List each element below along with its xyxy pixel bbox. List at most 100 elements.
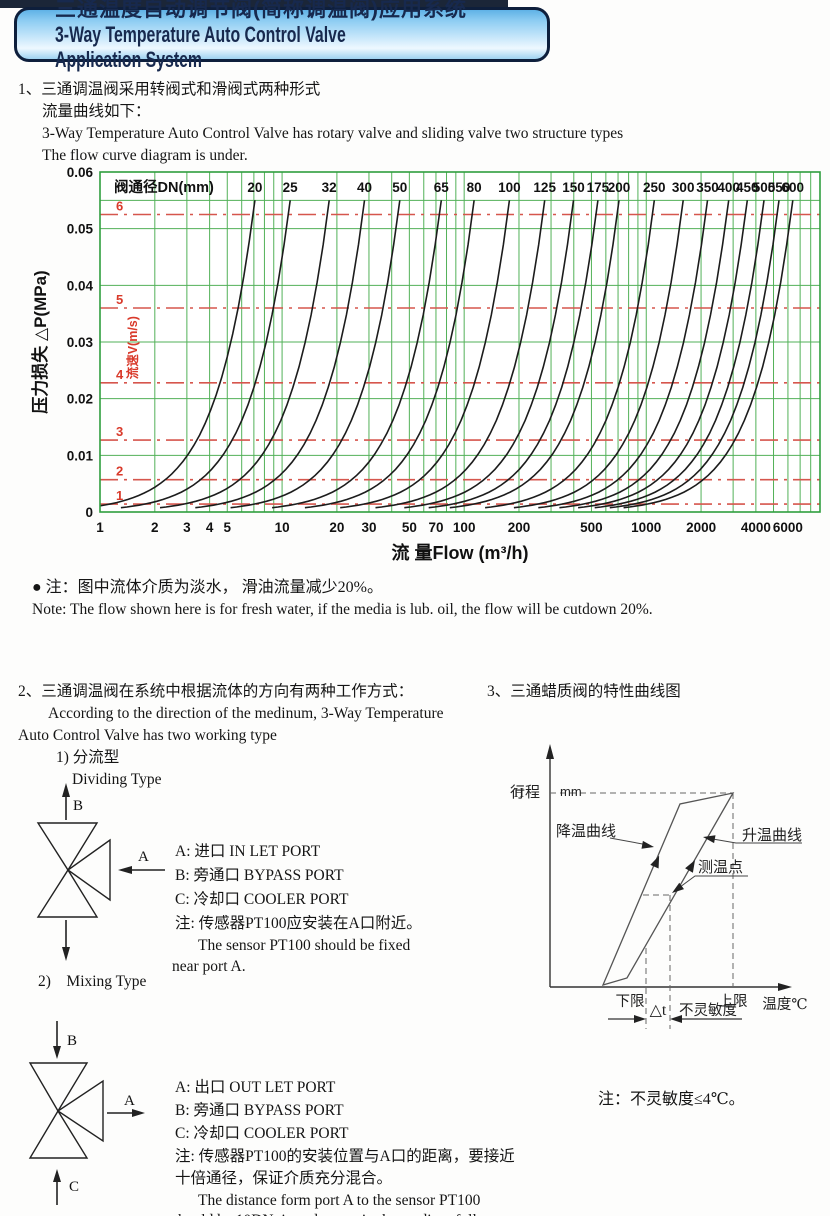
title-banner: 三通温度自动调节阀(简称调温阀)应用系统 3-Way Temperature A… xyxy=(14,0,550,72)
section2-line1: 2、三通调温阀在系统中根据流体的方向有两种工作方式： xyxy=(18,683,414,700)
dn-flow-curves xyxy=(99,200,794,509)
dn-label-300: 300 xyxy=(672,180,695,195)
dn-label-20: 20 xyxy=(247,180,262,195)
dn-label-50: 50 xyxy=(392,180,407,195)
temp-axis-label: 温度℃ xyxy=(762,996,807,1013)
dn-curve-25 xyxy=(120,200,291,509)
port-label-c: C xyxy=(69,1179,79,1195)
inlet-arrowhead xyxy=(118,866,132,874)
dn-curve-450 xyxy=(578,200,749,509)
mixing-legend-note2: 十倍通径，保证介质充分混合。 xyxy=(175,1170,393,1187)
top-accent-bar xyxy=(0,0,508,8)
axis-tick-labels: 1 2 3 4 5 10 20 30 50 70 100 200 500 1000 2000 4000 6000… xyxy=(67,165,803,535)
delta-t-arrowheads xyxy=(634,1015,682,1023)
insensitivity-label: 不灵敏度 xyxy=(679,1002,737,1019)
dividing-legend-en2: near port A. xyxy=(172,958,246,975)
leader-arrowheads xyxy=(641,835,716,893)
dividing-valve-diagram: B A xyxy=(36,783,165,961)
section2-line3: Auto Control Valve has two working type xyxy=(18,727,277,744)
dn-curve-65 xyxy=(272,200,443,509)
y-tick: 0.05 xyxy=(67,222,94,237)
dn-curve-200 xyxy=(449,200,620,509)
dn-curve-150 xyxy=(404,200,575,509)
x-tick: 20 xyxy=(329,520,344,535)
velocity-value-label: 1 xyxy=(116,488,123,503)
y-tick: 0 xyxy=(85,505,93,520)
dn-band-title: 阀通径DN(mm) xyxy=(114,178,214,196)
x-tick: 2 xyxy=(151,520,159,535)
delta-t-label: △t xyxy=(650,1002,667,1019)
page-title-chinese: 三通温度自动调节阀(简称调温阀)应用系统 xyxy=(55,0,467,21)
arrowheads xyxy=(62,783,132,961)
port-label-a: A xyxy=(138,849,149,865)
h-mark: H xyxy=(514,786,524,801)
leader-lines xyxy=(609,837,802,891)
dn-label-25: 25 xyxy=(283,180,299,195)
x-tick: 4 xyxy=(206,520,214,535)
y-tick: 0.03 xyxy=(67,335,94,350)
chart-note-en: Note: The flow shown here is for fresh w… xyxy=(32,601,653,618)
valve-body xyxy=(36,822,111,918)
dn-label-40: 40 xyxy=(357,180,372,195)
hysteresis-loop xyxy=(601,792,735,987)
dn-curve-175 xyxy=(428,200,599,509)
dn-curve-400 xyxy=(559,200,730,509)
section1-line1: 1、三通调温阀采用转阀式和滑阀式两种形式 xyxy=(18,81,321,98)
section2-sub1: 1) 分流型 xyxy=(56,749,120,766)
dividing-legend-a: A: 进口 IN LET PORT xyxy=(175,843,321,860)
arrowheads xyxy=(53,1046,145,1182)
dn-curve-80 xyxy=(304,200,475,509)
port-label-b: B xyxy=(73,798,83,814)
axis-arrowheads xyxy=(546,744,792,991)
cooler-in-arrowhead xyxy=(53,1169,61,1182)
section1-line2: 流量曲线如下： xyxy=(42,103,151,120)
dn-label-32: 32 xyxy=(322,180,337,195)
valve-body xyxy=(28,1062,104,1159)
velocity-value-label: 3 xyxy=(116,424,123,439)
section2-sub2: 2) Mixing Type xyxy=(38,973,147,990)
velocity-value-label: 4 xyxy=(116,367,124,382)
mixing-legend-en1: The distance form port A to the sensor P… xyxy=(175,1192,481,1209)
mixing-legend-a: A: 出口 OUT LET PORT xyxy=(175,1079,336,1096)
port-label-a: A xyxy=(124,1093,135,1109)
x-tick: 30 xyxy=(361,520,376,535)
dn-label-450: 450 xyxy=(736,180,759,195)
stroke-axis-label: 行程 xyxy=(510,784,540,801)
x-tick: 500 xyxy=(580,520,603,535)
dn-label-600: 600 xyxy=(782,180,805,195)
x-tick: 1 xyxy=(96,520,104,535)
mixing-valve-diagram: B A C xyxy=(28,1021,145,1205)
heating-curve-label: 升温曲线 xyxy=(742,827,802,844)
dn-curve-300 xyxy=(513,200,684,509)
stroke-axis-unit: mm xyxy=(560,784,582,799)
mixing-legend-c: C: 冷却口 COOLER PORT xyxy=(175,1125,349,1142)
dn-label-250: 250 xyxy=(643,180,666,195)
bypass-in-arrowhead xyxy=(53,1046,61,1059)
dn-curve-250 xyxy=(485,200,656,509)
dividing-legend-en1: The sensor PT100 should be fixed xyxy=(175,937,411,954)
x-tick: 100 xyxy=(453,520,476,535)
section1-line4: The flow curve diagram is under. xyxy=(42,147,248,164)
dn-curve-125 xyxy=(375,200,546,509)
dn-curve-500 xyxy=(594,200,765,509)
upper-limit-label: 上限 xyxy=(719,993,748,1010)
section2-sub1-en: Dividing Type xyxy=(72,771,162,788)
dn-label-100: 100 xyxy=(498,180,521,195)
velocity-axis-label: 流速V(m/s) xyxy=(125,316,140,379)
dn-label-65: 65 xyxy=(434,180,450,195)
y-axis-title: 压力损失 △P(MPa) xyxy=(30,270,50,413)
x-tick: 1000 xyxy=(631,520,661,535)
bypass-out-arrowhead xyxy=(62,783,70,797)
x-tick: 2000 xyxy=(686,520,716,535)
dn-curve-100 xyxy=(340,200,511,509)
x-tick: 6000 xyxy=(773,520,803,535)
axes xyxy=(549,757,782,988)
x-tick: 3 xyxy=(183,520,191,535)
x-tick: 5 xyxy=(224,520,232,535)
cooler-out-arrowhead xyxy=(62,947,70,961)
velocity-value-label: 5 xyxy=(116,292,123,307)
x-tick: 10 xyxy=(275,520,290,535)
dn-label-200: 200 xyxy=(608,180,631,195)
